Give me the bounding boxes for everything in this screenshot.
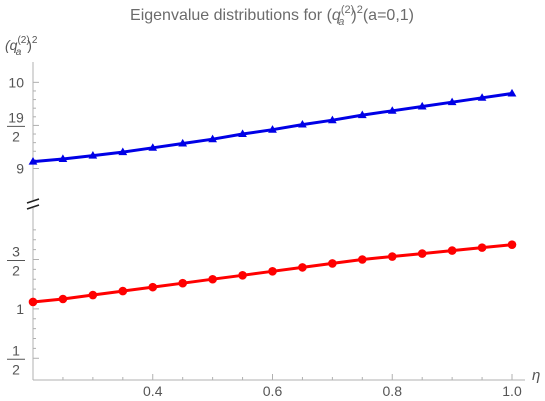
data-point-triangle [28,157,38,165]
title-suffix: (a=0,1) [363,7,414,24]
data-point-triangle [268,125,277,133]
series [28,88,517,307]
y-tick-label: 9 [16,160,24,176]
y-tick-numerator: 1 [12,342,20,358]
ylabel-q: (q [5,37,18,53]
axis-break-mark [26,198,40,204]
data-point-circle [358,255,367,264]
data-point-triangle [387,106,397,114]
title-sup: (2) [341,4,354,16]
y-tick-denominator: 2 [12,361,20,377]
data-point-circle [178,278,187,288]
data-point-circle [477,243,487,252]
y-axis-label: (q(2) a)2 [5,35,38,58]
title-q: q [332,7,341,24]
data-point-circle [507,240,517,249]
data-point-circle [268,267,277,276]
axes: 0.4 0.6 0.8 1.0 9 19 2 10 1 2 1 3 2 [7,62,525,399]
data-point-triangle [447,97,457,106]
ylabel-sup: (2) [17,35,29,46]
data-point-circle [298,263,307,272]
chart-title: Eigenvalue distributions for (q(2) a)2(a=… [130,4,414,28]
data-point-triangle [148,143,158,151]
data-point-triangle [477,93,487,101]
y-tick-label: 10 [8,74,24,90]
x-tick-label: 0.6 [263,383,283,399]
axis-break-mark [26,204,40,210]
y-tick-numerator: 3 [12,243,20,259]
data-point-triangle [328,115,337,124]
y-tick-numerator: 19 [8,109,24,125]
ylabel-close: ) [27,37,32,53]
ylabel-sub: a [16,47,22,58]
data-point-circle [417,249,427,258]
data-point-triangle [298,120,307,128]
data-point-circle [58,294,68,304]
title-close: ) [351,7,356,24]
data-point-triangle [357,110,367,119]
data-point-circle [238,270,247,280]
data-point-triangle [118,147,128,156]
y-axis-label-text: (q(2) a)2 [5,35,38,58]
x-axis-label: η [532,367,540,384]
data-point-circle [387,252,397,261]
data-point-triangle [417,101,427,110]
data-point-circle [118,286,128,296]
x-tick-label: 0.8 [383,383,403,399]
title-prefix: Eigenvalue distributions for ( [130,7,333,24]
data-point-circle [208,274,217,284]
data-point-triangle [238,129,247,137]
title-pow: 2 [357,4,363,16]
data-point-circle [28,297,38,307]
y-tick-denominator: 2 [12,128,20,144]
title-sub: a [338,16,344,28]
y-tick-label: 1 [16,301,24,317]
ylabel-pow: 2 [32,35,38,46]
data-point-triangle [178,138,188,147]
data-point-triangle [507,88,517,97]
data-point-triangle [58,154,68,162]
x-tick-label: 0.4 [143,383,163,399]
data-point-circle [88,290,98,300]
data-point-circle [328,259,337,268]
data-point-circle [447,246,457,255]
x-tick-label: 1.0 [502,383,522,399]
chart-title-text: Eigenvalue distributions for (q(2) a)2(a=… [130,4,414,28]
data-point-triangle [88,151,98,159]
y-tick-denominator: 2 [12,262,20,278]
data-point-triangle [208,134,217,143]
data-point-circle [148,282,158,292]
